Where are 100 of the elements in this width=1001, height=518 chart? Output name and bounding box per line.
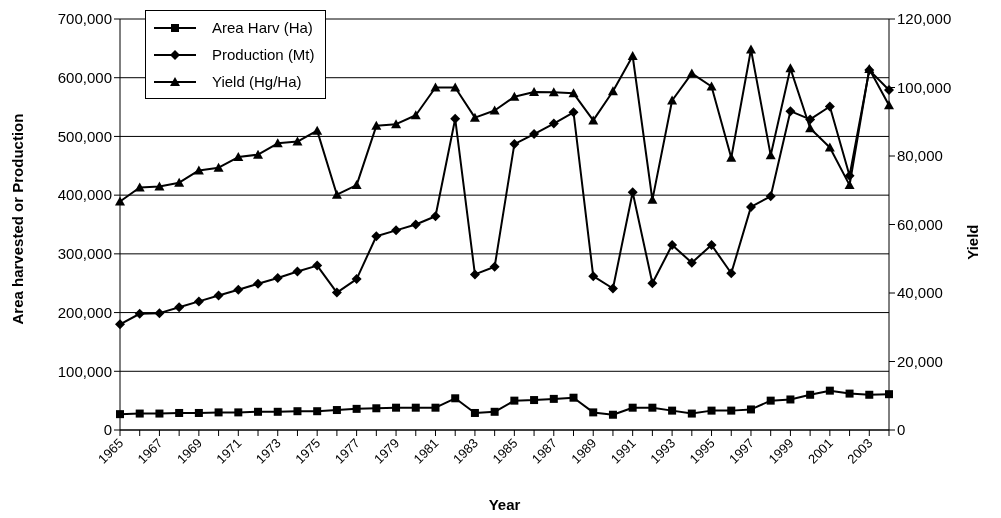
point xyxy=(272,138,283,148)
point xyxy=(885,390,893,399)
point xyxy=(608,410,617,419)
y-tick-label: 600,000 xyxy=(57,69,112,87)
y2-tick-label: 100,000 xyxy=(897,78,952,96)
point xyxy=(490,407,499,416)
point xyxy=(627,50,638,60)
point xyxy=(687,409,696,418)
point xyxy=(530,396,539,405)
point xyxy=(824,142,835,152)
point xyxy=(450,82,461,92)
point xyxy=(313,407,322,416)
point xyxy=(193,296,204,307)
point xyxy=(647,278,658,289)
point xyxy=(372,404,381,413)
point xyxy=(469,112,480,122)
point xyxy=(391,225,402,236)
point xyxy=(331,189,342,199)
point xyxy=(707,406,716,415)
point xyxy=(174,177,185,187)
point xyxy=(450,113,461,124)
point xyxy=(411,403,420,412)
point xyxy=(451,394,460,403)
point xyxy=(312,260,323,271)
point xyxy=(825,386,834,395)
point xyxy=(135,409,144,418)
point xyxy=(844,170,855,181)
point xyxy=(410,110,421,120)
point xyxy=(352,404,361,413)
point xyxy=(351,274,362,285)
point xyxy=(884,100,894,110)
point xyxy=(785,63,796,73)
point xyxy=(292,266,303,277)
point xyxy=(115,319,125,330)
point xyxy=(824,101,835,112)
point xyxy=(392,403,401,412)
legend-label: Production (Mt) xyxy=(212,46,315,63)
point xyxy=(470,408,479,417)
point xyxy=(371,231,382,242)
point xyxy=(292,136,303,146)
point xyxy=(766,396,775,405)
point xyxy=(588,271,599,282)
y-tick-label: 500,000 xyxy=(57,127,112,145)
point xyxy=(746,405,755,414)
point xyxy=(726,268,737,279)
point xyxy=(213,290,224,301)
point xyxy=(331,287,342,298)
point xyxy=(430,82,441,92)
y2-tick-label: 20,000 xyxy=(897,352,943,370)
y2-tick-label: 60,000 xyxy=(897,215,943,233)
point xyxy=(745,201,756,212)
y-tick-label: 400,000 xyxy=(57,186,112,204)
point xyxy=(568,107,579,118)
y2-tick-label: 0 xyxy=(897,421,906,439)
point xyxy=(134,182,145,192)
point xyxy=(569,393,578,402)
point xyxy=(489,261,500,272)
point xyxy=(588,115,599,125)
point xyxy=(549,394,558,403)
point xyxy=(529,86,540,96)
point xyxy=(529,129,540,140)
point xyxy=(845,389,854,398)
point xyxy=(844,180,855,190)
legend-label: Area Harv (Ha) xyxy=(212,19,313,36)
point xyxy=(667,240,678,251)
point xyxy=(253,149,264,159)
legend-label: Yield (Hg/Ha) xyxy=(212,73,302,90)
y-tick-label: 200,000 xyxy=(57,303,112,321)
y2-tick-label: 40,000 xyxy=(897,284,943,302)
point xyxy=(865,390,874,399)
x-axis-title: Year xyxy=(488,496,521,513)
point xyxy=(253,278,264,289)
point xyxy=(786,395,795,404)
point xyxy=(272,272,283,283)
point xyxy=(234,408,243,417)
y-tick-label: 100,000 xyxy=(57,362,112,380)
point xyxy=(648,403,657,412)
y-tick-label: 0 xyxy=(103,421,112,439)
point xyxy=(607,86,618,96)
point xyxy=(233,284,244,295)
point xyxy=(727,406,736,415)
y2-axis-title: Yield xyxy=(964,224,982,260)
point xyxy=(430,211,441,222)
point xyxy=(765,191,776,202)
point xyxy=(213,162,224,172)
point xyxy=(332,406,341,415)
point xyxy=(273,407,282,416)
point xyxy=(469,269,480,280)
point xyxy=(568,88,579,98)
point xyxy=(175,408,184,417)
point xyxy=(312,125,323,135)
point xyxy=(194,408,203,417)
y2-tick-label: 120,000 xyxy=(897,10,952,28)
point xyxy=(805,123,816,133)
y2-tick-label: 80,000 xyxy=(897,147,943,165)
point xyxy=(214,408,223,417)
point xyxy=(174,302,185,313)
point xyxy=(548,118,559,129)
point xyxy=(154,308,165,319)
point xyxy=(785,106,796,117)
